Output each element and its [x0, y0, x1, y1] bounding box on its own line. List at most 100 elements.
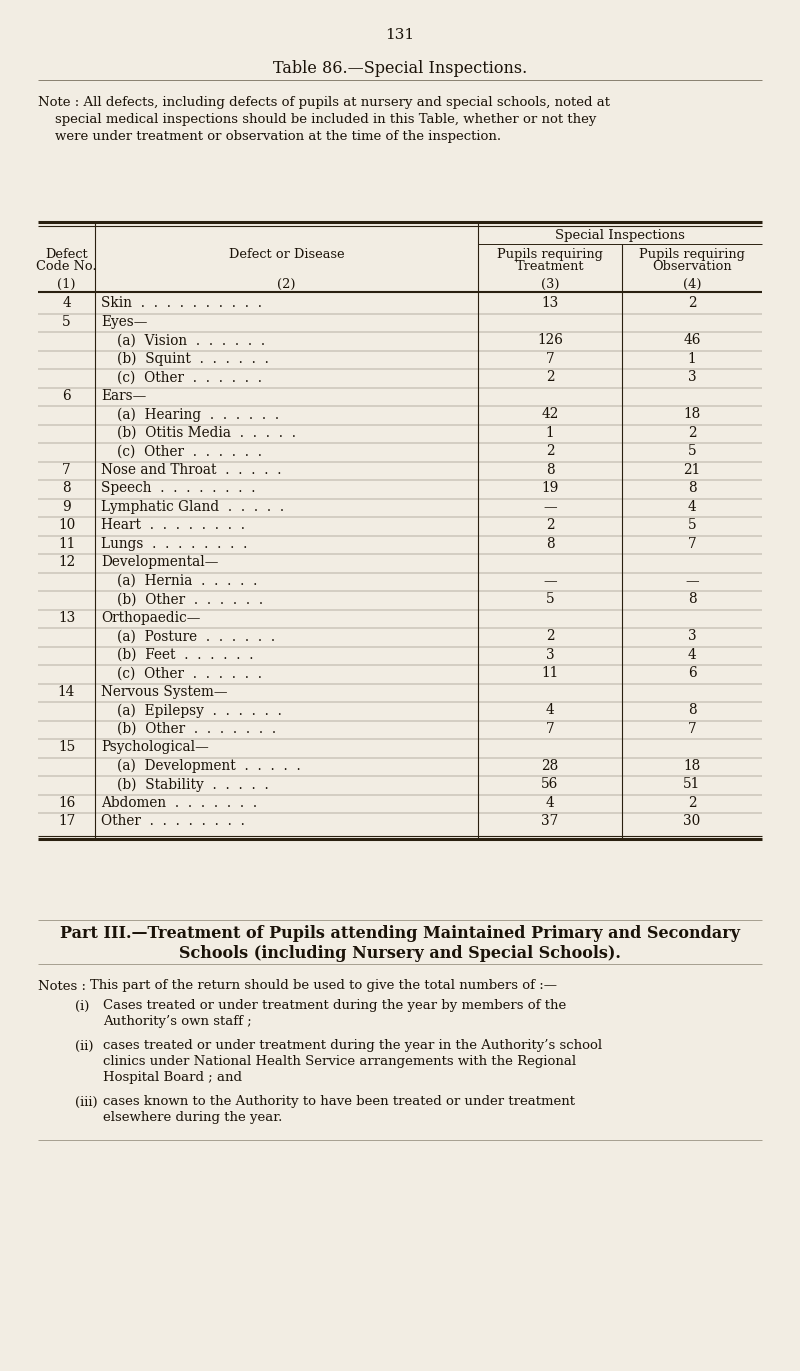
- Text: (i): (i): [75, 999, 90, 1013]
- Text: Hospital Board ; and: Hospital Board ; and: [103, 1072, 242, 1084]
- Text: Other  .  .  .  .  .  .  .  .: Other . . . . . . . .: [101, 814, 245, 828]
- Text: 4: 4: [546, 797, 554, 810]
- Text: were under treatment or observation at the time of the inspection.: were under treatment or observation at t…: [38, 130, 501, 143]
- Text: —: —: [543, 574, 557, 588]
- Text: 56: 56: [542, 777, 558, 791]
- Text: 7: 7: [546, 723, 554, 736]
- Text: (a)  Hernia  .  .  .  .  .: (a) Hernia . . . . .: [117, 574, 258, 588]
- Text: This part of the return should be used to give the total numbers of :—: This part of the return should be used t…: [90, 979, 557, 993]
- Text: 7: 7: [688, 723, 696, 736]
- Text: Cases treated or under treatment during the year by members of the: Cases treated or under treatment during …: [103, 999, 566, 1013]
- Text: 14: 14: [58, 686, 75, 699]
- Text: 3: 3: [688, 629, 696, 643]
- Text: 131: 131: [386, 27, 414, 43]
- Text: 28: 28: [542, 760, 558, 773]
- Text: 3: 3: [546, 648, 554, 662]
- Text: 46: 46: [683, 333, 701, 347]
- Text: —: —: [685, 574, 699, 588]
- Text: clinics under National Health Service arrangements with the Regional: clinics under National Health Service ar…: [103, 1056, 576, 1068]
- Text: 13: 13: [58, 611, 75, 625]
- Text: 4: 4: [546, 703, 554, 717]
- Text: Special Inspections: Special Inspections: [555, 229, 685, 243]
- Text: Defect or Disease: Defect or Disease: [229, 248, 344, 260]
- Text: 19: 19: [542, 481, 558, 495]
- Text: (b)  Feet  .  .  .  .  .  .: (b) Feet . . . . . .: [117, 648, 254, 662]
- Text: 4: 4: [62, 296, 71, 310]
- Text: (1): (1): [58, 278, 76, 291]
- Text: 21: 21: [683, 463, 701, 477]
- Text: 11: 11: [58, 537, 75, 551]
- Text: Lungs  .  .  .  .  .  .  .  .: Lungs . . . . . . . .: [101, 537, 247, 551]
- Text: 6: 6: [62, 389, 71, 403]
- Text: (c)  Other  .  .  .  .  .  .: (c) Other . . . . . .: [117, 666, 262, 680]
- Text: Authority’s own staff ;: Authority’s own staff ;: [103, 1016, 252, 1028]
- Text: 18: 18: [683, 760, 701, 773]
- Text: 2: 2: [688, 426, 696, 440]
- Text: (b)  Squint  .  .  .  .  .  .: (b) Squint . . . . . .: [117, 352, 269, 366]
- Text: (b)  Other  .  .  .  .  .  .: (b) Other . . . . . .: [117, 592, 263, 606]
- Text: 13: 13: [542, 296, 558, 310]
- Text: Schools (including Nursery and Special Schools).: Schools (including Nursery and Special S…: [179, 945, 621, 961]
- Text: 5: 5: [688, 444, 696, 458]
- Text: Psychological—: Psychological—: [101, 740, 209, 754]
- Text: (c)  Other  .  .  .  .  .  .: (c) Other . . . . . .: [117, 444, 262, 458]
- Text: 2: 2: [546, 444, 554, 458]
- Text: Part III.—Treatment of Pupils attending Maintained Primary and Secondary: Part III.—Treatment of Pupils attending …: [60, 925, 740, 942]
- Text: 126: 126: [537, 333, 563, 347]
- Text: 7: 7: [546, 352, 554, 366]
- Text: special medical inspections should be included in this Table, whether or not the: special medical inspections should be in…: [38, 112, 596, 126]
- Text: Heart  .  .  .  .  .  .  .  .: Heart . . . . . . . .: [101, 518, 245, 532]
- Text: 10: 10: [58, 518, 75, 532]
- Text: 9: 9: [62, 500, 71, 514]
- Text: Defect: Defect: [45, 248, 88, 260]
- Text: Pupils requiring: Pupils requiring: [639, 248, 745, 260]
- Text: 51: 51: [683, 777, 701, 791]
- Text: 16: 16: [58, 797, 75, 810]
- Text: cases treated or under treatment during the year in the Authority’s school: cases treated or under treatment during …: [103, 1039, 602, 1053]
- Text: 2: 2: [546, 518, 554, 532]
- Text: 2: 2: [688, 797, 696, 810]
- Text: Note : All defects, including defects of pupils at nursery and special schools, : Note : All defects, including defects of…: [38, 96, 610, 110]
- Text: 1: 1: [546, 426, 554, 440]
- Text: (4): (4): [682, 278, 702, 291]
- Text: 8: 8: [688, 703, 696, 717]
- Text: Lymphatic Gland  .  .  .  .  .: Lymphatic Gland . . . . .: [101, 500, 284, 514]
- Text: (a)  Posture  .  .  .  .  .  .: (a) Posture . . . . . .: [117, 629, 275, 643]
- Text: (ii): (ii): [75, 1039, 94, 1053]
- Text: 4: 4: [688, 500, 696, 514]
- Text: Code No.: Code No.: [36, 260, 97, 273]
- Text: 37: 37: [542, 814, 558, 828]
- Text: 42: 42: [542, 407, 558, 421]
- Text: elsewhere during the year.: elsewhere during the year.: [103, 1112, 282, 1124]
- Text: (a)  Development  .  .  .  .  .: (a) Development . . . . .: [117, 760, 301, 773]
- Text: 1: 1: [688, 352, 696, 366]
- Text: 5: 5: [546, 592, 554, 606]
- Text: 8: 8: [688, 592, 696, 606]
- Text: 15: 15: [58, 740, 75, 754]
- Text: Abdomen  .  .  .  .  .  .  .: Abdomen . . . . . . .: [101, 797, 257, 810]
- Text: Eyes—: Eyes—: [101, 315, 147, 329]
- Text: (a)  Vision  .  .  .  .  .  .: (a) Vision . . . . . .: [117, 333, 265, 347]
- Text: 6: 6: [688, 666, 696, 680]
- Text: Observation: Observation: [652, 260, 732, 273]
- Text: 7: 7: [62, 463, 71, 477]
- Text: (a)  Epilepsy  .  .  .  .  .  .: (a) Epilepsy . . . . . .: [117, 703, 282, 718]
- Text: 5: 5: [688, 518, 696, 532]
- Text: 8: 8: [546, 537, 554, 551]
- Text: Ears—: Ears—: [101, 389, 146, 403]
- Text: 8: 8: [546, 463, 554, 477]
- Text: (3): (3): [541, 278, 559, 291]
- Text: Treatment: Treatment: [516, 260, 584, 273]
- Text: (c)  Other  .  .  .  .  .  .: (c) Other . . . . . .: [117, 370, 262, 384]
- Text: 7: 7: [688, 537, 696, 551]
- Text: —: —: [543, 500, 557, 514]
- Text: Speech  .  .  .  .  .  .  .  .: Speech . . . . . . . .: [101, 481, 255, 495]
- Text: Skin  .  .  .  .  .  .  .  .  .  .: Skin . . . . . . . . . .: [101, 296, 262, 310]
- Text: Notes :: Notes :: [38, 979, 86, 993]
- Text: 4: 4: [688, 648, 696, 662]
- Text: 3: 3: [688, 370, 696, 384]
- Text: 30: 30: [683, 814, 701, 828]
- Text: 18: 18: [683, 407, 701, 421]
- Text: (2): (2): [278, 278, 296, 291]
- Text: cases known to the Authority to have been treated or under treatment: cases known to the Authority to have bee…: [103, 1095, 575, 1109]
